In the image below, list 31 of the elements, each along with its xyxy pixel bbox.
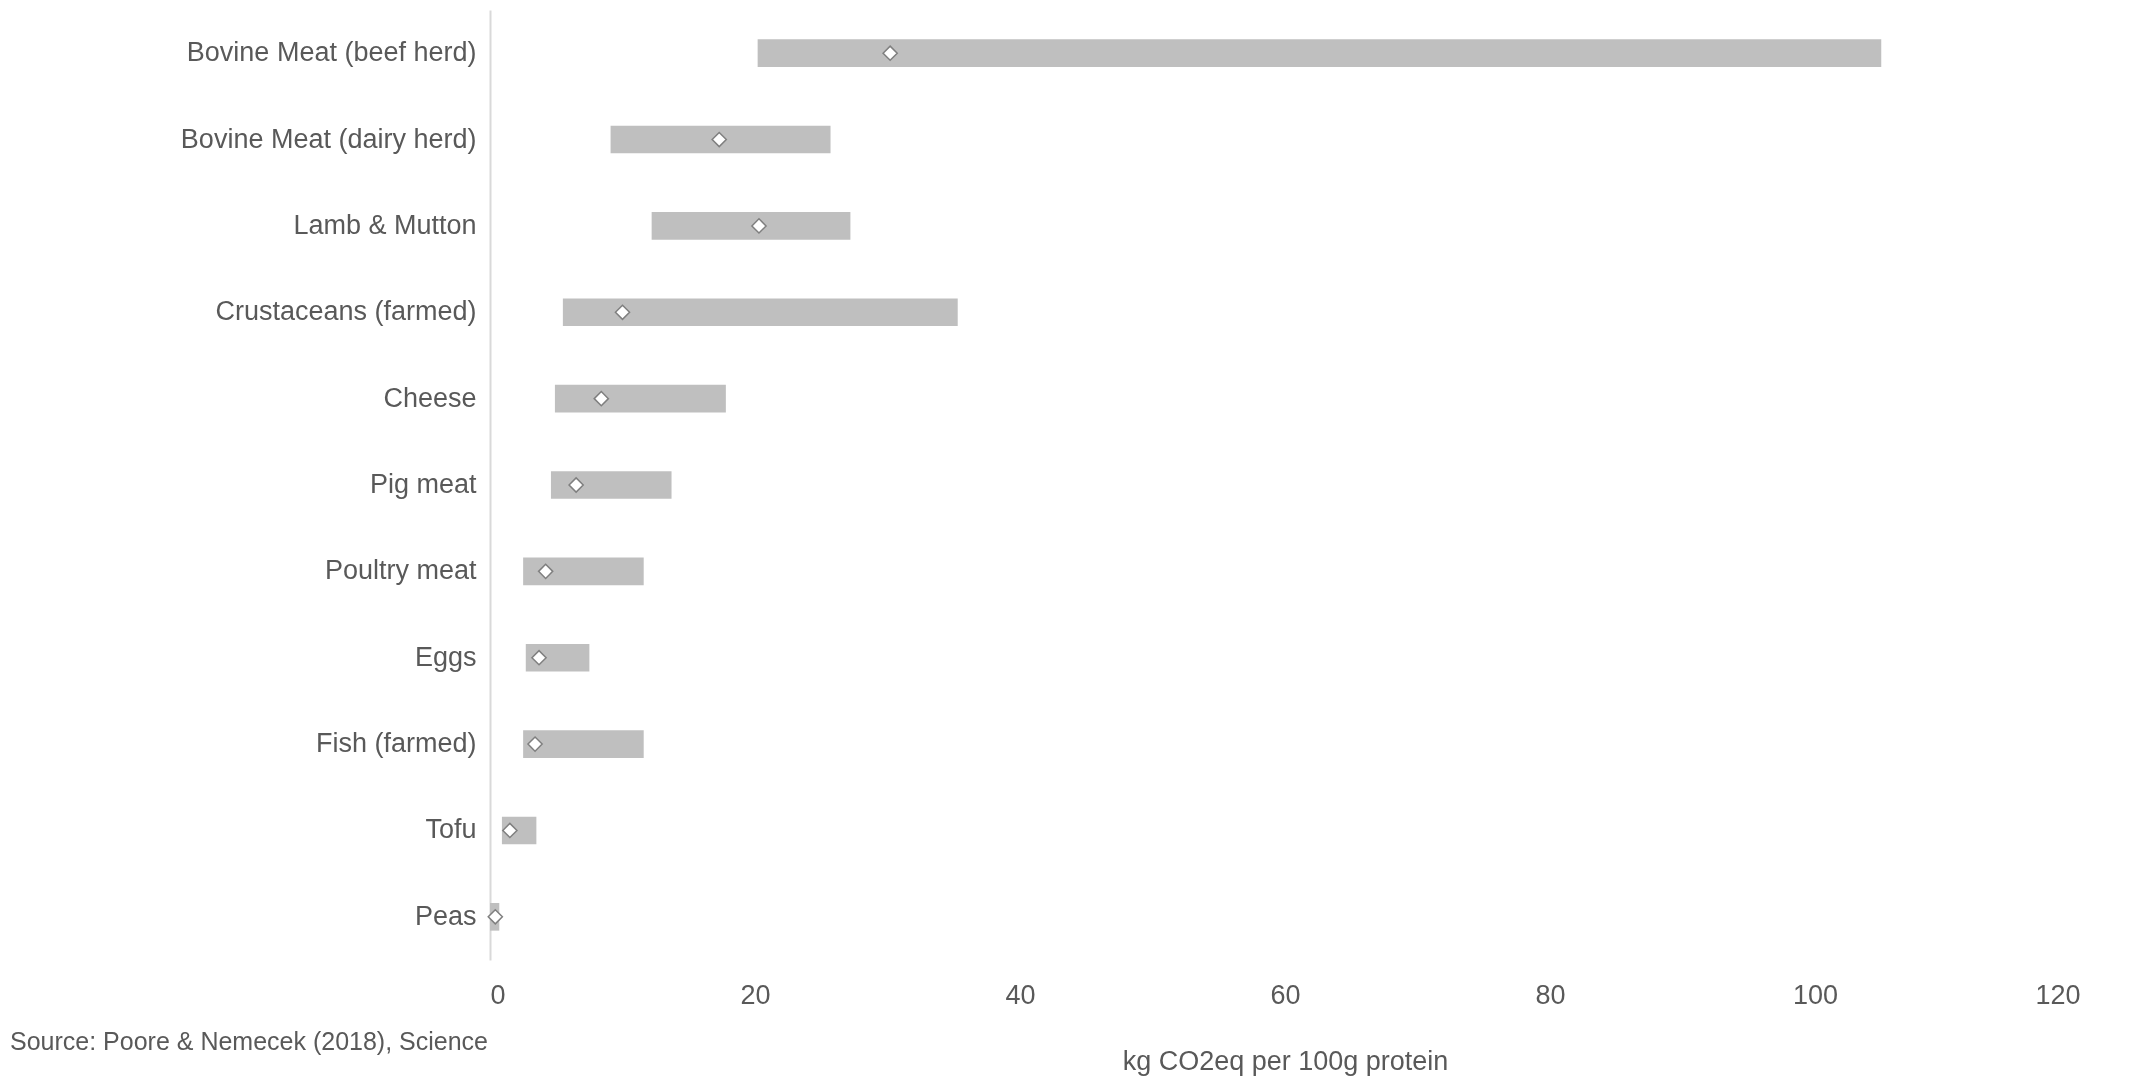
source-note: Source: Poore & Nemecek (2018), Science (10, 1027, 489, 1055)
y-tick-label: Bovine Meat (beef herd) (186, 37, 477, 68)
point (487, 909, 504, 925)
y-tick-label: Tofu (425, 814, 477, 845)
y-tick-label: Pig meat (369, 469, 477, 499)
x-axis-title: kg CO2eq per 100g protein (1122, 1045, 1449, 1076)
point (537, 563, 554, 580)
x-tick-label: 60 (1270, 979, 1301, 1010)
x-tick-label: 40 (1005, 979, 1036, 1010)
point (593, 390, 610, 407)
y-tick-label: Fish (farmed) (315, 728, 477, 759)
x-tick-label: 120 (2035, 979, 2081, 1010)
point (568, 477, 584, 493)
point (502, 822, 518, 839)
y-tick-label: Eggs (414, 641, 477, 672)
x-tick-label: 100 (1792, 979, 1839, 1010)
y-tick-label: Lamb & Mutton (293, 209, 477, 240)
point (711, 131, 728, 148)
point (531, 649, 547, 666)
y-tick-label: Peas (414, 900, 477, 931)
x-tick-label: 20 (740, 979, 771, 1010)
point (882, 45, 898, 61)
point (751, 218, 767, 234)
y-tick-label: Poultry meat (324, 555, 477, 586)
point (527, 736, 543, 752)
y-tick-label: Bovine Meat (dairy herd) (180, 123, 477, 154)
x-tick-label: 80 (1535, 979, 1566, 1010)
y-tick-label: Crustaceans (farmed) (215, 296, 477, 327)
point (614, 304, 631, 321)
y-tick-label: Cheese (383, 382, 477, 413)
x-tick-label: 0 (490, 979, 506, 1010)
